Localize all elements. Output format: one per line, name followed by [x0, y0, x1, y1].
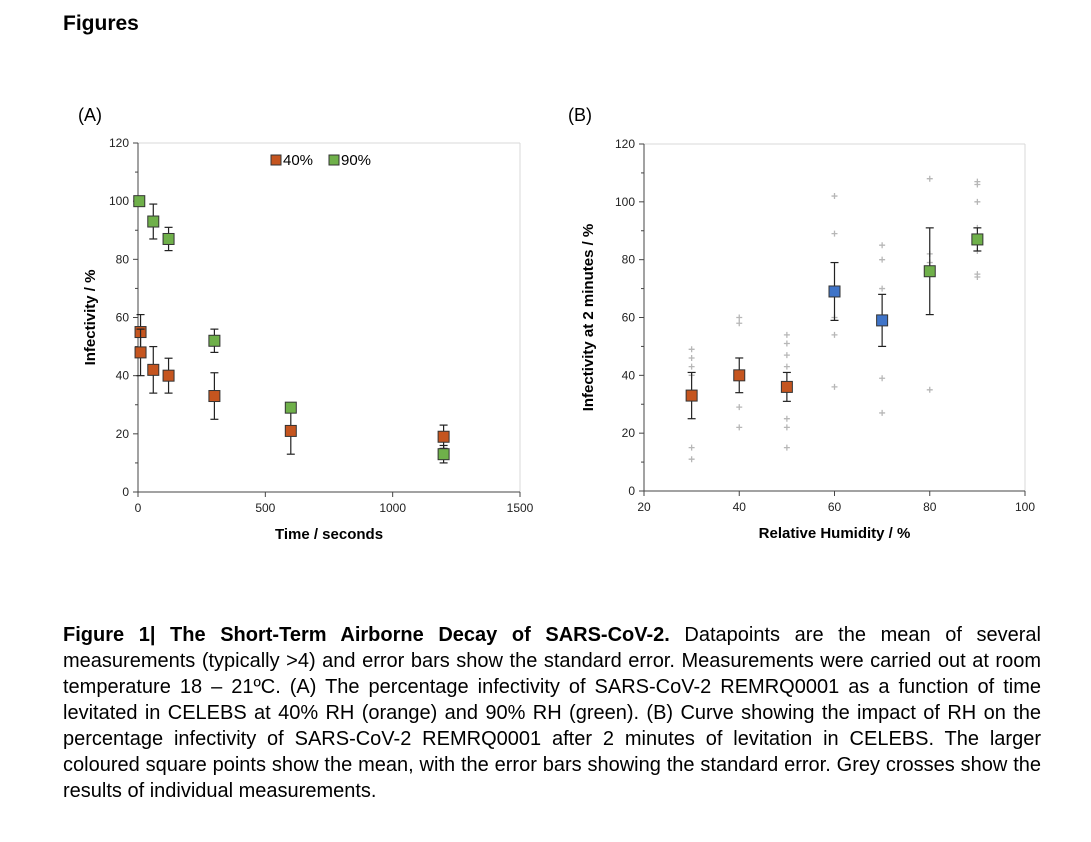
individual-measurement-cross — [783, 415, 790, 422]
individual-measurement-cross — [831, 230, 838, 237]
individual-measurement-cross — [688, 444, 695, 451]
mean-point — [876, 314, 889, 327]
x-tick-label: 80 — [923, 500, 937, 514]
x-tick-label: 500 — [255, 501, 275, 515]
y-tick-label: 120 — [615, 137, 635, 151]
data-point-rh90 — [147, 215, 160, 228]
data-point-rh40 — [134, 346, 147, 359]
chart-a: 0 20 40 60 80 100 120 0 500 1000 1500 Time / second… — [78, 105, 534, 543]
individual-measurement-cross — [879, 409, 886, 416]
y-axis-title: Infectivity / % — [82, 270, 99, 366]
y-tick-label: 20 — [116, 427, 130, 441]
legend-label-rh90: 90% — [341, 152, 371, 169]
y-tick-label: 80 — [622, 253, 636, 267]
legend-swatch-rh40 — [270, 154, 282, 166]
individual-measurement-cross — [879, 285, 886, 292]
individual-measurement-cross — [831, 193, 838, 200]
individual-measurement-cross — [736, 404, 743, 411]
data-point-rh90 — [162, 232, 175, 245]
individual-measurement-cross — [783, 444, 790, 451]
legend-swatch-rh90 — [328, 154, 340, 166]
y-tick-label: 100 — [109, 194, 129, 208]
y-tick-label: 0 — [122, 485, 129, 499]
individual-measurement-cross — [926, 175, 933, 182]
individual-measurement-cross — [783, 331, 790, 338]
data-point-rh40 — [208, 390, 221, 403]
y-tick-label: 60 — [622, 311, 636, 325]
y-axis-title: Infectivity at 2 minutes / % — [580, 224, 597, 412]
mean-point — [780, 380, 793, 393]
panel-label: (A) — [78, 105, 102, 125]
mean-point — [828, 285, 841, 298]
x-axis-title: Relative Humidity / % — [759, 525, 911, 542]
y-tick-label: 100 — [615, 195, 635, 209]
individual-measurement-cross — [879, 256, 886, 263]
individual-measurement-cross — [688, 456, 695, 463]
x-tick-label: 20 — [637, 500, 651, 514]
x-tick-label: 40 — [733, 500, 747, 514]
individual-measurement-cross — [831, 331, 838, 338]
figure-caption: Figure 1| The Short-Term Airborne Decay … — [63, 622, 1041, 804]
caption-title: Figure 1| The Short-Term Airborne Decay … — [63, 624, 670, 646]
individual-measurement-cross — [783, 424, 790, 431]
mean-point — [685, 389, 698, 402]
data-point-rh90 — [284, 401, 297, 414]
y-tick-label: 40 — [622, 368, 636, 382]
section-heading: Figures — [63, 12, 139, 35]
individual-measurement-cross — [974, 181, 981, 188]
mean-point — [971, 233, 984, 246]
data-point-rh40 — [284, 424, 297, 437]
individual-measurement-cross — [688, 354, 695, 361]
data-point-rh90 — [437, 448, 450, 461]
individual-measurement-cross — [974, 274, 981, 281]
individual-measurement-cross — [926, 386, 933, 393]
legend-label-rh40: 40% — [283, 152, 313, 169]
caption-text: Datapoints are the mean of several measu… — [63, 624, 1041, 802]
individual-measurement-cross — [783, 352, 790, 359]
individual-measurement-cross — [879, 242, 886, 249]
x-axis-title: Time / seconds — [275, 526, 383, 543]
x-tick-label: 0 — [135, 501, 142, 515]
individual-measurement-cross — [783, 340, 790, 347]
data-point-rh40 — [162, 369, 175, 382]
individual-measurement-cross — [831, 383, 838, 390]
mean-point — [733, 369, 746, 382]
y-tick-label: 40 — [116, 369, 130, 383]
data-point-rh90 — [208, 334, 221, 347]
individual-measurement-cross — [879, 375, 886, 382]
data-point-rh40 — [147, 363, 160, 376]
y-tick-label: 20 — [622, 426, 636, 440]
y-tick-label: 120 — [109, 136, 129, 150]
individual-measurement-cross — [688, 346, 695, 353]
individual-measurement-cross — [783, 363, 790, 370]
x-tick-label: 1500 — [507, 501, 534, 515]
data-point-rh40 — [437, 430, 450, 443]
y-tick-label: 80 — [116, 252, 130, 266]
data-point-rh90 — [133, 195, 146, 208]
individual-measurement-cross — [974, 198, 981, 205]
individual-measurement-cross — [688, 363, 695, 370]
individual-measurement-cross — [736, 314, 743, 321]
panel-label: (B) — [568, 105, 592, 125]
x-tick-label: 60 — [828, 500, 842, 514]
x-tick-label: 100 — [1015, 500, 1035, 514]
y-tick-label: 60 — [116, 311, 130, 325]
y-tick-label: 0 — [628, 484, 635, 498]
individual-measurement-cross — [736, 424, 743, 431]
x-tick-label: 1000 — [379, 501, 406, 515]
individual-measurement-cross — [736, 320, 743, 327]
mean-point — [923, 265, 936, 278]
